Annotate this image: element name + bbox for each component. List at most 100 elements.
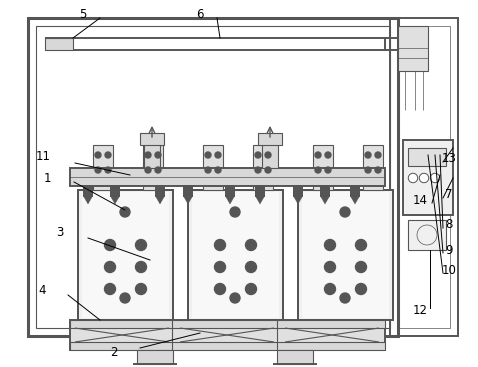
Circle shape bbox=[356, 240, 367, 251]
Circle shape bbox=[265, 167, 271, 173]
Circle shape bbox=[255, 152, 261, 158]
Bar bbox=[255, 185, 265, 197]
Text: 6: 6 bbox=[196, 7, 204, 21]
Bar bbox=[183, 185, 193, 197]
Circle shape bbox=[420, 174, 428, 182]
Bar bbox=[408, 148, 446, 166]
Circle shape bbox=[215, 283, 226, 294]
Polygon shape bbox=[184, 197, 192, 204]
Circle shape bbox=[120, 293, 130, 303]
Bar bbox=[293, 185, 303, 197]
Text: 12: 12 bbox=[413, 304, 427, 316]
Bar bbox=[313, 145, 333, 190]
Circle shape bbox=[215, 240, 226, 251]
Circle shape bbox=[315, 167, 321, 173]
Circle shape bbox=[215, 167, 221, 173]
Bar bbox=[350, 185, 360, 197]
Polygon shape bbox=[351, 197, 359, 204]
Circle shape bbox=[431, 174, 439, 182]
Text: 2: 2 bbox=[110, 345, 118, 359]
Circle shape bbox=[135, 283, 146, 294]
Bar bbox=[28, 18, 398, 336]
Circle shape bbox=[230, 293, 240, 303]
Circle shape bbox=[325, 262, 336, 273]
Text: 14: 14 bbox=[413, 193, 427, 207]
Bar bbox=[188, 190, 283, 320]
Circle shape bbox=[255, 167, 261, 173]
Circle shape bbox=[205, 152, 211, 158]
Bar bbox=[82, 192, 169, 318]
Circle shape bbox=[215, 262, 226, 273]
Bar bbox=[403, 140, 453, 215]
Circle shape bbox=[375, 167, 381, 173]
Bar bbox=[36, 26, 390, 328]
Circle shape bbox=[205, 167, 211, 173]
Bar bbox=[390, 18, 458, 336]
Bar bbox=[320, 185, 330, 197]
Circle shape bbox=[105, 152, 111, 158]
Circle shape bbox=[215, 152, 221, 158]
Bar bbox=[298, 190, 393, 320]
Bar bbox=[253, 145, 273, 190]
Text: 13: 13 bbox=[442, 152, 456, 164]
Bar bbox=[398, 26, 428, 71]
Circle shape bbox=[155, 152, 161, 158]
Text: 8: 8 bbox=[445, 218, 453, 232]
Circle shape bbox=[105, 167, 111, 173]
Bar bbox=[110, 185, 120, 197]
Text: 10: 10 bbox=[442, 264, 456, 276]
Bar bbox=[78, 190, 173, 320]
Bar bbox=[144, 143, 160, 168]
Bar bbox=[398, 26, 450, 328]
Polygon shape bbox=[84, 197, 92, 204]
Circle shape bbox=[340, 207, 350, 217]
Bar bbox=[262, 143, 278, 168]
Text: 1: 1 bbox=[43, 171, 51, 185]
Circle shape bbox=[120, 207, 130, 217]
Bar bbox=[70, 320, 385, 328]
Polygon shape bbox=[294, 197, 302, 204]
Circle shape bbox=[375, 152, 381, 158]
Circle shape bbox=[105, 240, 116, 251]
Circle shape bbox=[409, 174, 417, 182]
Circle shape bbox=[95, 167, 101, 173]
Circle shape bbox=[325, 167, 331, 173]
Bar bbox=[258, 133, 282, 145]
Circle shape bbox=[340, 293, 350, 303]
Circle shape bbox=[365, 167, 371, 173]
Circle shape bbox=[410, 174, 416, 182]
Polygon shape bbox=[111, 197, 119, 204]
Circle shape bbox=[155, 167, 161, 173]
Bar bbox=[363, 145, 383, 190]
Circle shape bbox=[95, 152, 101, 158]
Bar bbox=[78, 190, 173, 320]
Circle shape bbox=[315, 152, 321, 158]
Circle shape bbox=[246, 240, 257, 251]
Circle shape bbox=[105, 262, 116, 273]
Circle shape bbox=[230, 207, 240, 217]
Circle shape bbox=[356, 262, 367, 273]
Text: 3: 3 bbox=[56, 226, 64, 240]
Text: 4: 4 bbox=[38, 284, 46, 298]
Polygon shape bbox=[226, 197, 234, 204]
Bar bbox=[155, 185, 165, 197]
Polygon shape bbox=[256, 197, 264, 204]
Bar bbox=[277, 350, 313, 364]
Bar bbox=[140, 133, 164, 145]
Text: 5: 5 bbox=[79, 7, 87, 21]
Polygon shape bbox=[321, 197, 329, 204]
Circle shape bbox=[135, 262, 146, 273]
Bar bbox=[302, 192, 389, 318]
Bar bbox=[93, 145, 113, 190]
Circle shape bbox=[105, 283, 116, 294]
Bar bbox=[203, 145, 223, 190]
Bar bbox=[70, 168, 385, 186]
Text: 7: 7 bbox=[445, 189, 453, 201]
Bar bbox=[143, 145, 163, 190]
Circle shape bbox=[325, 152, 331, 158]
Circle shape bbox=[432, 174, 438, 182]
Circle shape bbox=[246, 262, 257, 273]
Circle shape bbox=[365, 152, 371, 158]
Bar bbox=[70, 320, 385, 350]
Circle shape bbox=[325, 240, 336, 251]
